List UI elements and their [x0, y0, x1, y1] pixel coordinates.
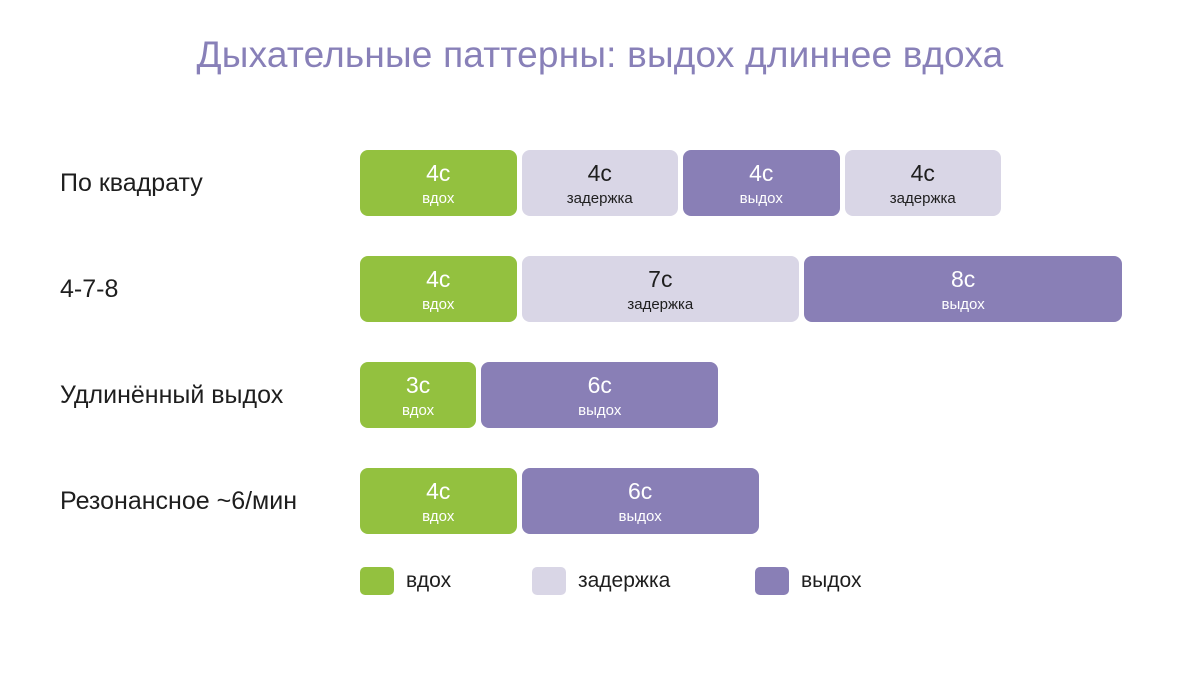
phase-segment-inhale: 4с вдох [360, 150, 517, 216]
phase-duration: 6с [627, 478, 653, 504]
phase-label: выдох [739, 190, 783, 207]
legend-label-hold: задержка [578, 569, 671, 592]
phase-segment-exhale: 4с выдох [683, 150, 840, 216]
phase-duration: 4с [426, 160, 451, 186]
phase-segment-hold: 4с задержка [844, 150, 1001, 216]
phase-duration: 3с [405, 372, 431, 398]
phase-label: выдох [618, 508, 662, 525]
phase-label: вдох [422, 190, 455, 207]
phase-duration: 6с [587, 372, 612, 398]
row-label: Удлинённый выдох [60, 381, 284, 409]
legend-swatch-hold [532, 567, 566, 595]
phase-label: вдох [422, 296, 455, 313]
legend-label-inhale: вдох [406, 569, 452, 592]
phase-segment-exhale: 8с выдох [804, 256, 1123, 322]
phase-segment-hold: 7с задержка [521, 256, 800, 322]
phase-segment-inhale: 3с вдох [360, 362, 477, 428]
phase-segment-hold: 4с задержка [521, 150, 678, 216]
legend-swatch-inhale [360, 567, 394, 595]
legend-label-exhale: выдох [801, 569, 862, 592]
phase-duration: 7с [648, 266, 673, 292]
phase-label: вдох [401, 402, 435, 419]
phase-duration: 4с [426, 478, 451, 504]
legend-swatch-exhale [755, 567, 789, 595]
phase-label: выдох [578, 402, 622, 419]
phase-duration: 4с [749, 160, 774, 186]
phase-segment-inhale: 4с вдох [360, 256, 517, 322]
phase-label: задержка [627, 296, 694, 313]
phase-segment-exhale: 6с выдох [481, 362, 719, 428]
phase-segment-exhale: 6с выдох [521, 468, 759, 534]
phase-duration: 8с [950, 266, 976, 292]
phase-duration: 4с [587, 160, 612, 186]
phase-label: задержка [889, 190, 956, 207]
row-label: 4-7-8 [60, 275, 119, 303]
diagram-title: Дыхательные паттерны: выдох длиннее вдох… [196, 34, 1004, 75]
phase-duration: 4с [910, 160, 935, 186]
phase-duration: 4с [426, 266, 451, 292]
phase-label: выдох [941, 296, 985, 313]
row-label: По квадрату [60, 169, 203, 197]
phase-segment-inhale: 4с вдох [360, 468, 517, 534]
row-label: Резонансное ~6/мин [60, 487, 297, 515]
phase-label: задержка [566, 190, 633, 207]
phase-label: вдох [422, 508, 455, 525]
